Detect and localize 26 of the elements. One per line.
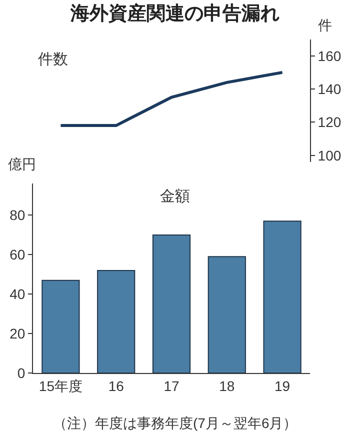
chart-subtitle: 金額 <box>160 188 190 205</box>
x-tick-label: 15年度 <box>38 378 82 394</box>
y-tick-label: 80 <box>10 207 26 224</box>
y-tick-label: 20 <box>10 326 26 342</box>
x-tick-label: 18 <box>219 378 235 394</box>
bar <box>263 220 302 374</box>
y-tick-label: 140 <box>318 80 342 97</box>
bar <box>208 256 246 374</box>
bar <box>152 234 191 374</box>
x-tick-label: 17 <box>164 378 180 394</box>
y-tick-label: 160 <box>318 48 342 64</box>
y-tick-label: 100 <box>318 147 342 164</box>
text: （注）年度は事務年度(7月～翌年6月） <box>53 415 298 431</box>
y-axis-title: 件 <box>318 17 332 33</box>
chart-title: 海外資産関連の申告漏れ <box>70 2 280 24</box>
bar <box>97 270 136 374</box>
bar <box>42 280 80 374</box>
y-tick-label: 0 <box>17 365 26 382</box>
line-series <box>59 70 284 128</box>
y-tick-label: 40 <box>10 286 26 302</box>
text: 件数 <box>38 51 68 68</box>
x-tick-label: 19 <box>274 378 290 394</box>
x-tick-label: 16 <box>108 378 124 394</box>
y-tick-label: 60 <box>10 246 26 263</box>
y-axis-title: 億円 <box>8 156 36 172</box>
y-tick-label: 120 <box>318 114 342 130</box>
